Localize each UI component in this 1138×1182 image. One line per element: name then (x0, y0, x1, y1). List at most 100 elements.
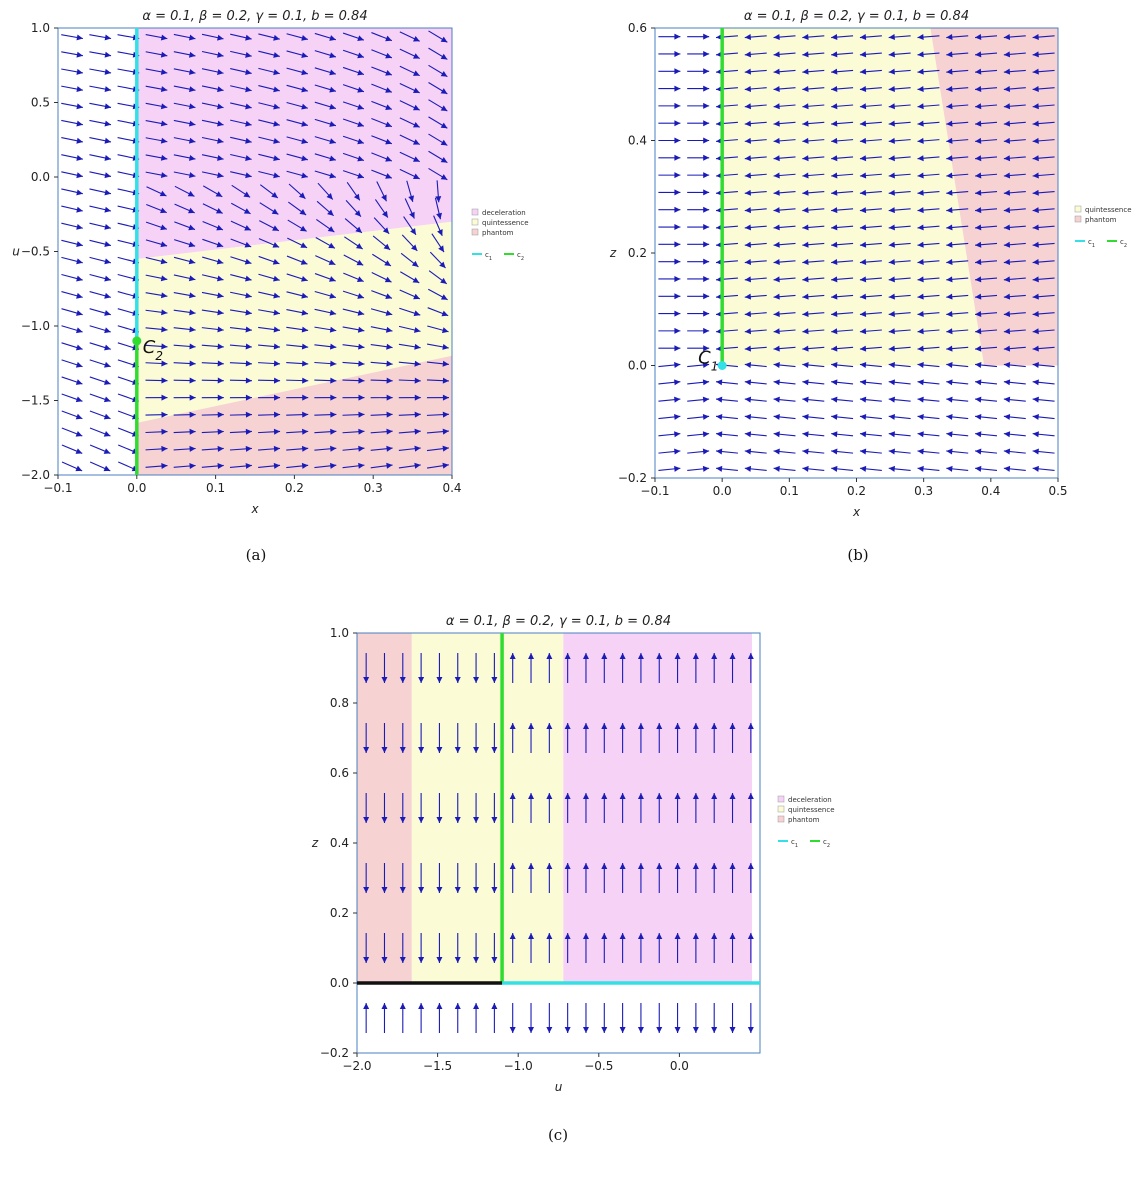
stream-arrowhead (385, 35, 392, 42)
critical-point-C2 (132, 336, 142, 346)
stream-arrowhead (831, 379, 838, 386)
stream-arrowhead (454, 817, 461, 823)
stream-arrowhead (802, 241, 809, 248)
x-tick-label: 0.2 (847, 484, 866, 498)
x-tick-label: 0.3 (914, 484, 933, 498)
stream-arrowhead (329, 343, 337, 350)
stream-arrowhead (528, 793, 535, 799)
x-tick-label: 0.4 (981, 484, 1000, 498)
stream-arrowhead (188, 69, 196, 75)
stream-arrowhead (747, 933, 754, 939)
stream-arrowhead (619, 653, 626, 659)
stream-arrowhead (975, 172, 982, 179)
stream-arrowhead (859, 172, 867, 179)
stream-arrowhead (1003, 68, 1011, 75)
stream-arrowhead (802, 85, 809, 92)
stream-arrowhead (773, 51, 780, 58)
stream-arrowhead (189, 445, 196, 452)
stream-arrowhead (859, 396, 867, 403)
stream-arrowhead (946, 413, 953, 420)
stream-arrowhead (975, 241, 982, 248)
stream-arrowhead (76, 137, 83, 144)
stream-arrowhead (454, 677, 461, 683)
stream-arrowhead (104, 206, 111, 213)
stream-arrowhead (674, 1027, 681, 1033)
stream-arrowhead (418, 747, 425, 753)
stream-arrowhead (188, 258, 196, 265)
stream-arrowhead (773, 259, 780, 266)
legend-swatch-phantom (777, 815, 785, 823)
stream-arrowhead (946, 241, 953, 248)
stream-arrowhead (888, 465, 896, 472)
stream-arrowhead (917, 155, 924, 162)
stream-arrowhead (75, 413, 83, 420)
stream-arrowhead (245, 34, 252, 41)
stream-arrowhead (703, 68, 710, 75)
stream-arrowhead (272, 258, 280, 265)
stream-arrowhead (330, 377, 337, 384)
stream-arrowhead (888, 396, 896, 403)
stream-arrowhead (1003, 85, 1011, 92)
stream-arrowhead (357, 69, 364, 76)
stream-arrowhead (773, 465, 780, 472)
stream-arrowhead (245, 137, 252, 144)
stream-arrowhead (363, 747, 370, 753)
stream-arrowhead (357, 86, 364, 93)
stream-arrowhead (917, 51, 924, 58)
y-tick-label: −0.5 (21, 245, 50, 259)
stream-arrowhead (702, 431, 710, 438)
stream-arrowhead (831, 276, 838, 283)
stream-arrowhead (831, 465, 838, 472)
stream-arrowhead (473, 817, 480, 823)
stream-arrowhead (711, 723, 718, 729)
x-axis-label: x (250, 502, 259, 516)
stream-arrowhead (619, 933, 626, 939)
stream-arrowhead (440, 53, 448, 60)
stream-arrowhead (582, 1027, 589, 1033)
stream-arrowhead (217, 411, 224, 418)
stream-arrowhead (414, 428, 421, 435)
stream-arrowhead (946, 259, 953, 266)
stream-arrowhead (773, 328, 780, 335)
stream-arrowhead (217, 103, 224, 110)
stream-arrowhead (747, 653, 754, 659)
legend-label-phantom: phantom (482, 229, 514, 237)
stream-arrowhead (674, 137, 681, 144)
stream-arrowhead (104, 68, 112, 75)
stream-arrowhead (330, 360, 337, 367)
stream-arrowhead (946, 328, 953, 335)
stream-arrowhead (831, 241, 838, 248)
stream-arrowhead (1032, 172, 1039, 179)
stream-arrowhead (888, 241, 895, 248)
stream-arrowhead (1003, 34, 1011, 41)
stream-arrowhead (104, 223, 111, 230)
stream-arrowhead (802, 293, 809, 300)
y-tick-label: 1.0 (330, 626, 349, 640)
stream-arrowhead (1003, 259, 1011, 266)
stream-arrowhead (888, 224, 895, 231)
stream-arrowhead (946, 396, 953, 403)
stream-arrowhead (946, 189, 953, 196)
stream-arrowhead (773, 448, 780, 455)
stream-arrowhead (159, 190, 167, 197)
stream-arrowhead (381, 887, 388, 893)
region-quintessence (722, 28, 985, 366)
stream-arrowhead (744, 465, 752, 472)
stream-arrowhead (509, 723, 516, 729)
stream-arrowhead (674, 310, 681, 317)
stream-arrowhead (442, 445, 449, 452)
stream-arrowhead (1032, 155, 1039, 162)
stream-arrowhead (802, 310, 809, 317)
stream-arrowhead (656, 1027, 663, 1033)
stream-arrowhead (245, 411, 252, 418)
stream-arrowhead (674, 102, 681, 109)
stream-arrowhead (385, 104, 392, 110)
stream-arrowhead (656, 933, 663, 939)
legend-label-c2: c2 (517, 251, 524, 262)
y-tick-label: −0.2 (320, 1046, 349, 1060)
stream-arrowhead (355, 243, 363, 250)
stream-arrowhead (76, 68, 83, 75)
stream-arrowhead (975, 103, 982, 110)
stream-arrowhead (160, 224, 167, 231)
stream-arrowhead (217, 309, 224, 316)
